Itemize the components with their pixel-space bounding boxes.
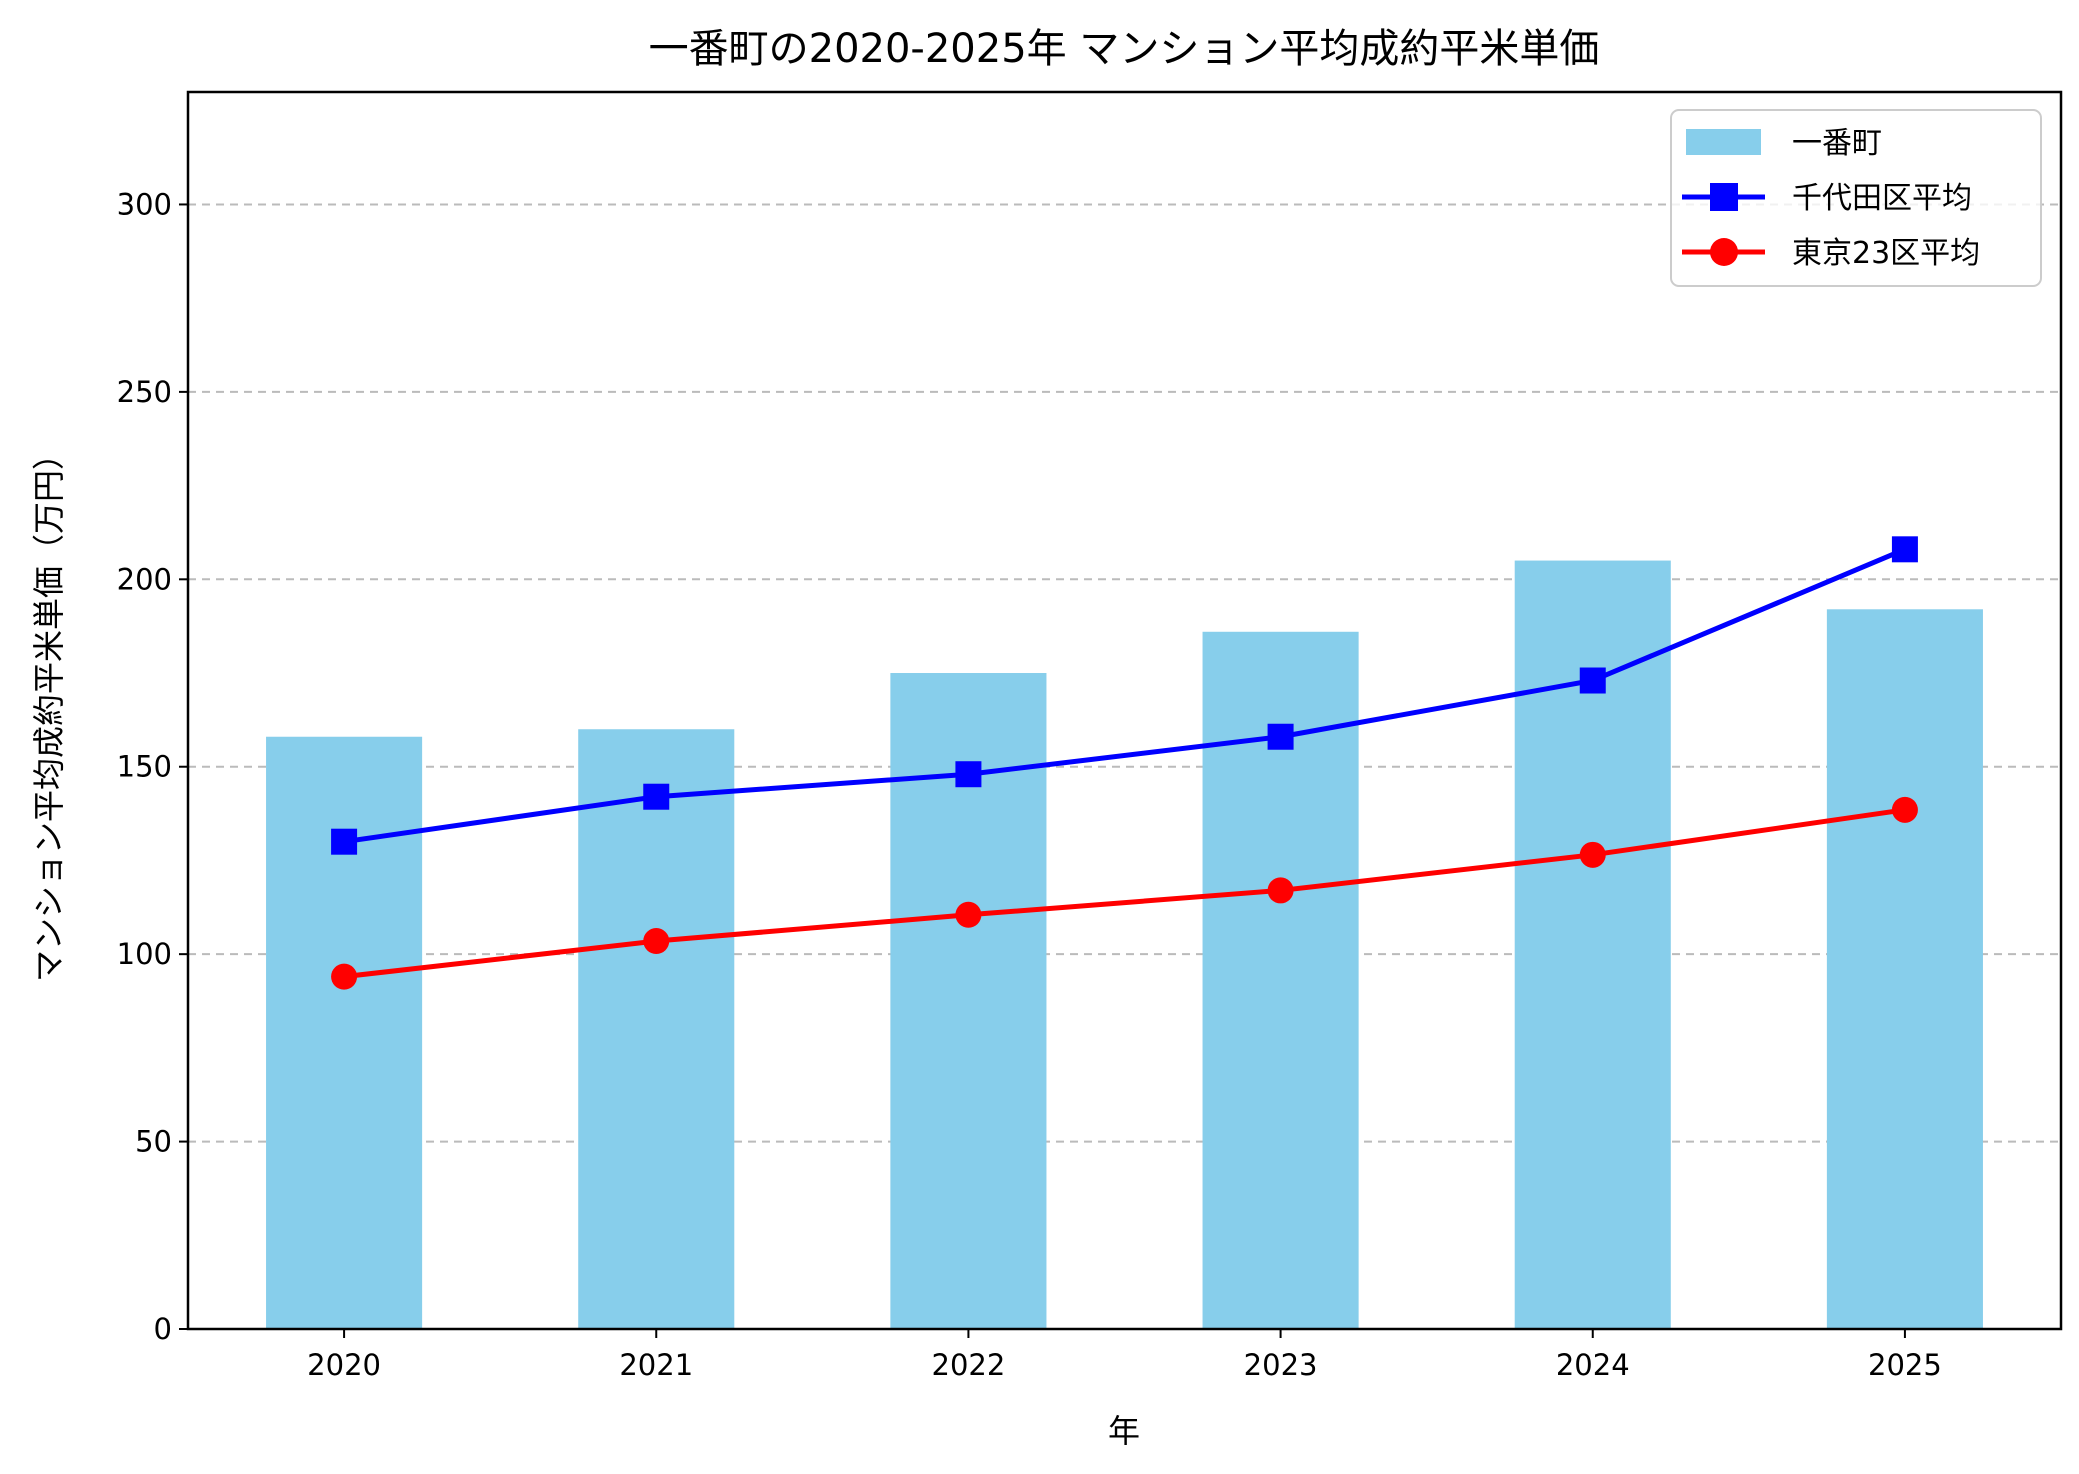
data-point-square bbox=[1267, 723, 1294, 750]
y-axis-label: マンション平均成約平米単価（万円） bbox=[30, 438, 68, 982]
bar-2021 bbox=[578, 729, 735, 1329]
x-axis-label: 年 bbox=[1108, 1412, 1140, 1450]
x-tick-label: 2024 bbox=[1556, 1348, 1630, 1382]
chart-title: 一番町の2020-2025年 マンション平均成約平米単価 bbox=[649, 26, 1600, 72]
x-tick-label: 2021 bbox=[619, 1348, 693, 1382]
x-tick-label: 2020 bbox=[307, 1348, 381, 1382]
data-point-circle bbox=[955, 901, 982, 928]
data-point-circle bbox=[331, 963, 358, 990]
y-tick-label: 50 bbox=[135, 1125, 172, 1159]
legend-marker-circle bbox=[1710, 238, 1738, 266]
data-point-circle bbox=[1579, 841, 1606, 868]
legend-swatch-bar bbox=[1686, 129, 1761, 155]
y-tick-label: 300 bbox=[117, 187, 172, 221]
data-point-circle bbox=[643, 928, 670, 955]
data-point-square bbox=[643, 783, 670, 810]
x-tick-label: 2025 bbox=[1868, 1348, 1942, 1382]
y-tick-label: 150 bbox=[117, 750, 172, 784]
data-point-square bbox=[955, 761, 982, 788]
legend-label: 東京23区平均 bbox=[1792, 236, 1980, 271]
x-tick-label: 2022 bbox=[932, 1348, 1006, 1382]
plot-frame bbox=[186, 90, 2063, 1331]
data-point-square bbox=[331, 828, 358, 855]
y-tick-label: 100 bbox=[117, 937, 172, 971]
legend-marker-square bbox=[1710, 183, 1738, 211]
series-line-2 bbox=[343, 807, 1906, 980]
data-point-circle bbox=[1891, 796, 1918, 823]
legend-label: 千代田区平均 bbox=[1792, 181, 1972, 216]
data-point-square bbox=[1579, 667, 1606, 694]
y-tick-label: 0 bbox=[154, 1312, 172, 1346]
bar-2025 bbox=[1826, 609, 1983, 1329]
series-line-1 bbox=[343, 547, 1906, 845]
bar-2020 bbox=[266, 736, 423, 1329]
legend-label: 一番町 bbox=[1792, 126, 1882, 161]
y-tick-label: 250 bbox=[117, 375, 172, 409]
x-tick-label: 2023 bbox=[1244, 1348, 1318, 1382]
y-tick-label: 200 bbox=[117, 562, 172, 596]
data-point-circle bbox=[1267, 877, 1294, 904]
data-point-square bbox=[1891, 536, 1918, 563]
